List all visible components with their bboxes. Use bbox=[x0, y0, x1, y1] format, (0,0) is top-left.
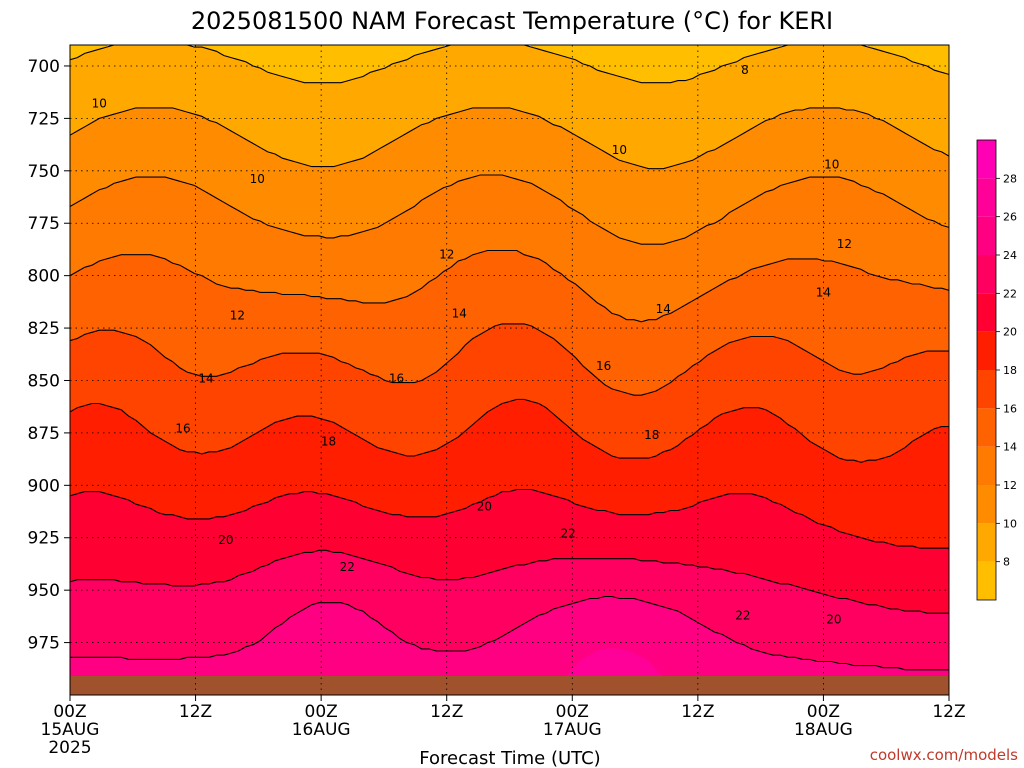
contour-label-8: 8 bbox=[741, 63, 749, 77]
contour-label-20: 20 bbox=[218, 533, 233, 547]
y-tick-label-900: 900 bbox=[28, 476, 60, 496]
contour-label-14: 14 bbox=[198, 371, 213, 385]
y-tick-label-700: 700 bbox=[28, 57, 60, 77]
contour-line-20 bbox=[70, 488, 949, 549]
colorbar-tick-label-26: 26 bbox=[1003, 211, 1017, 224]
colorbar-swatch-6 bbox=[977, 561, 996, 600]
colorbar-swatch-18 bbox=[977, 331, 996, 370]
colorbar-tick-label-10: 10 bbox=[1003, 517, 1017, 530]
y-tick-label-800: 800 bbox=[28, 267, 60, 287]
colorbar-tick-label-14: 14 bbox=[1003, 441, 1017, 454]
contour-line-10 bbox=[70, 107, 949, 170]
contour-label-12: 12 bbox=[837, 237, 852, 251]
colorbar-tick-label-12: 12 bbox=[1003, 479, 1017, 492]
contour-label-22: 22 bbox=[735, 608, 750, 622]
temperature-bands bbox=[70, 45, 949, 695]
colorbar-swatch-20 bbox=[977, 293, 996, 332]
y-tick-label-950: 950 bbox=[28, 581, 60, 601]
x-tick-label-36-0: 12Z bbox=[430, 702, 463, 722]
contour-label-20: 20 bbox=[477, 499, 492, 513]
contour-label-10: 10 bbox=[612, 143, 627, 157]
contour-label-22: 22 bbox=[340, 560, 355, 574]
contour-lines bbox=[70, 45, 949, 671]
y-tick-label-775: 775 bbox=[28, 214, 60, 234]
colorbar-tick-label-24: 24 bbox=[1003, 249, 1017, 262]
plot-area: 8 10 10 10 10 12 12 12 14 14 14 14 16 16 16 18 18 20 20 20 2… bbox=[70, 45, 949, 695]
colorbar-swatch-22 bbox=[977, 255, 996, 294]
contour-label-10: 10 bbox=[250, 172, 265, 186]
x-tick-label-24-0: 00Z bbox=[305, 702, 338, 722]
contour-label-12: 12 bbox=[439, 248, 454, 262]
colorbar-swatch-14 bbox=[977, 408, 996, 447]
x-axis-label: Forecast Time (UTC) bbox=[419, 748, 600, 768]
contour-label-22: 22 bbox=[560, 527, 575, 541]
colorbar-swatch-16 bbox=[977, 370, 996, 409]
x-tick-label-0-1: 15AUG bbox=[41, 720, 100, 740]
contour-line-18 bbox=[70, 398, 949, 463]
contour-labels: 8 10 10 10 10 12 12 12 14 14 14 14 16 16 16 18 18 20 20 20 2… bbox=[92, 63, 852, 626]
contour-label-16: 16 bbox=[596, 359, 611, 373]
contour-label-16: 16 bbox=[175, 422, 190, 436]
x-tick-label-72-0: 00Z bbox=[807, 702, 840, 722]
y-tick-label-975: 975 bbox=[28, 634, 60, 654]
contour-label-16: 16 bbox=[389, 371, 404, 385]
contour-label-20: 20 bbox=[826, 613, 841, 627]
x-tick-label-84-0: 12Z bbox=[932, 702, 965, 722]
contour-label-18: 18 bbox=[321, 434, 336, 448]
colorbar-tick-label-22: 22 bbox=[1003, 287, 1017, 300]
contour-label-10: 10 bbox=[92, 97, 107, 111]
contour-line-12 bbox=[70, 174, 949, 245]
y-tick-label-825: 825 bbox=[28, 319, 60, 339]
plot-frame bbox=[69, 44, 950, 696]
colorbar-swatch-10 bbox=[977, 485, 996, 524]
colorbar-swatch-26 bbox=[977, 178, 996, 217]
contour-line-14 bbox=[70, 249, 949, 323]
contour-label-14: 14 bbox=[656, 302, 671, 316]
x-tick-label-72-1: 18AUG bbox=[794, 720, 853, 740]
credit-text: coolwx.com/models bbox=[870, 746, 1018, 764]
y-axis: 700 725 750 775 800 825 850 875 900 925 950 975 bbox=[28, 57, 70, 654]
contour-line-22 bbox=[70, 549, 949, 614]
y-tick-label-925: 925 bbox=[28, 529, 60, 549]
x-tick-label-48-0: 00Z bbox=[556, 702, 589, 722]
colorbar-tick-label-16: 16 bbox=[1003, 402, 1017, 415]
colorbar-tick-label-28: 28 bbox=[1003, 172, 1017, 185]
y-tick-label-750: 750 bbox=[28, 162, 60, 182]
colorbar-swatch-28 bbox=[977, 140, 996, 179]
x-tick-label-0-0: 00Z bbox=[53, 702, 86, 722]
grid-lines bbox=[70, 45, 949, 695]
contour-label-14: 14 bbox=[452, 306, 467, 320]
colorbar-swatch-12 bbox=[977, 446, 996, 485]
y-tick-label-725: 725 bbox=[28, 109, 60, 129]
contour-line-16 bbox=[70, 323, 949, 396]
contour-line-24 bbox=[70, 595, 949, 671]
y-tick-label-850: 850 bbox=[28, 371, 60, 391]
contour-label-12: 12 bbox=[230, 308, 245, 322]
contour-label-14: 14 bbox=[816, 285, 831, 299]
colorbar: 8 10 12 14 16 18 20 22 24 26 28 bbox=[976, 139, 1017, 601]
x-tick-label-24-1: 16AUG bbox=[292, 720, 351, 740]
colorbar-swatch-8 bbox=[977, 523, 996, 562]
colorbar-tick-label-8: 8 bbox=[1003, 556, 1010, 569]
contour-label-10: 10 bbox=[824, 158, 839, 172]
terrain-band bbox=[70, 676, 949, 695]
x-tick-label-12-0: 12Z bbox=[179, 702, 212, 722]
contour-label-18: 18 bbox=[644, 428, 659, 442]
colorbar-tick-label-20: 20 bbox=[1003, 326, 1017, 339]
x-tick-label-0-2: 2025 bbox=[48, 738, 91, 758]
colorbar-swatch-24 bbox=[977, 216, 996, 255]
colorbar-tick-label-18: 18 bbox=[1003, 364, 1017, 377]
x-tick-label-48-1: 17AUG bbox=[543, 720, 602, 740]
x-tick-label-60-0: 12Z bbox=[681, 702, 714, 722]
chart-title: 2025081500 NAM Forecast Temperature (°C)… bbox=[191, 7, 833, 35]
contour-line-8 bbox=[70, 45, 949, 84]
y-tick-label-875: 875 bbox=[28, 424, 60, 444]
